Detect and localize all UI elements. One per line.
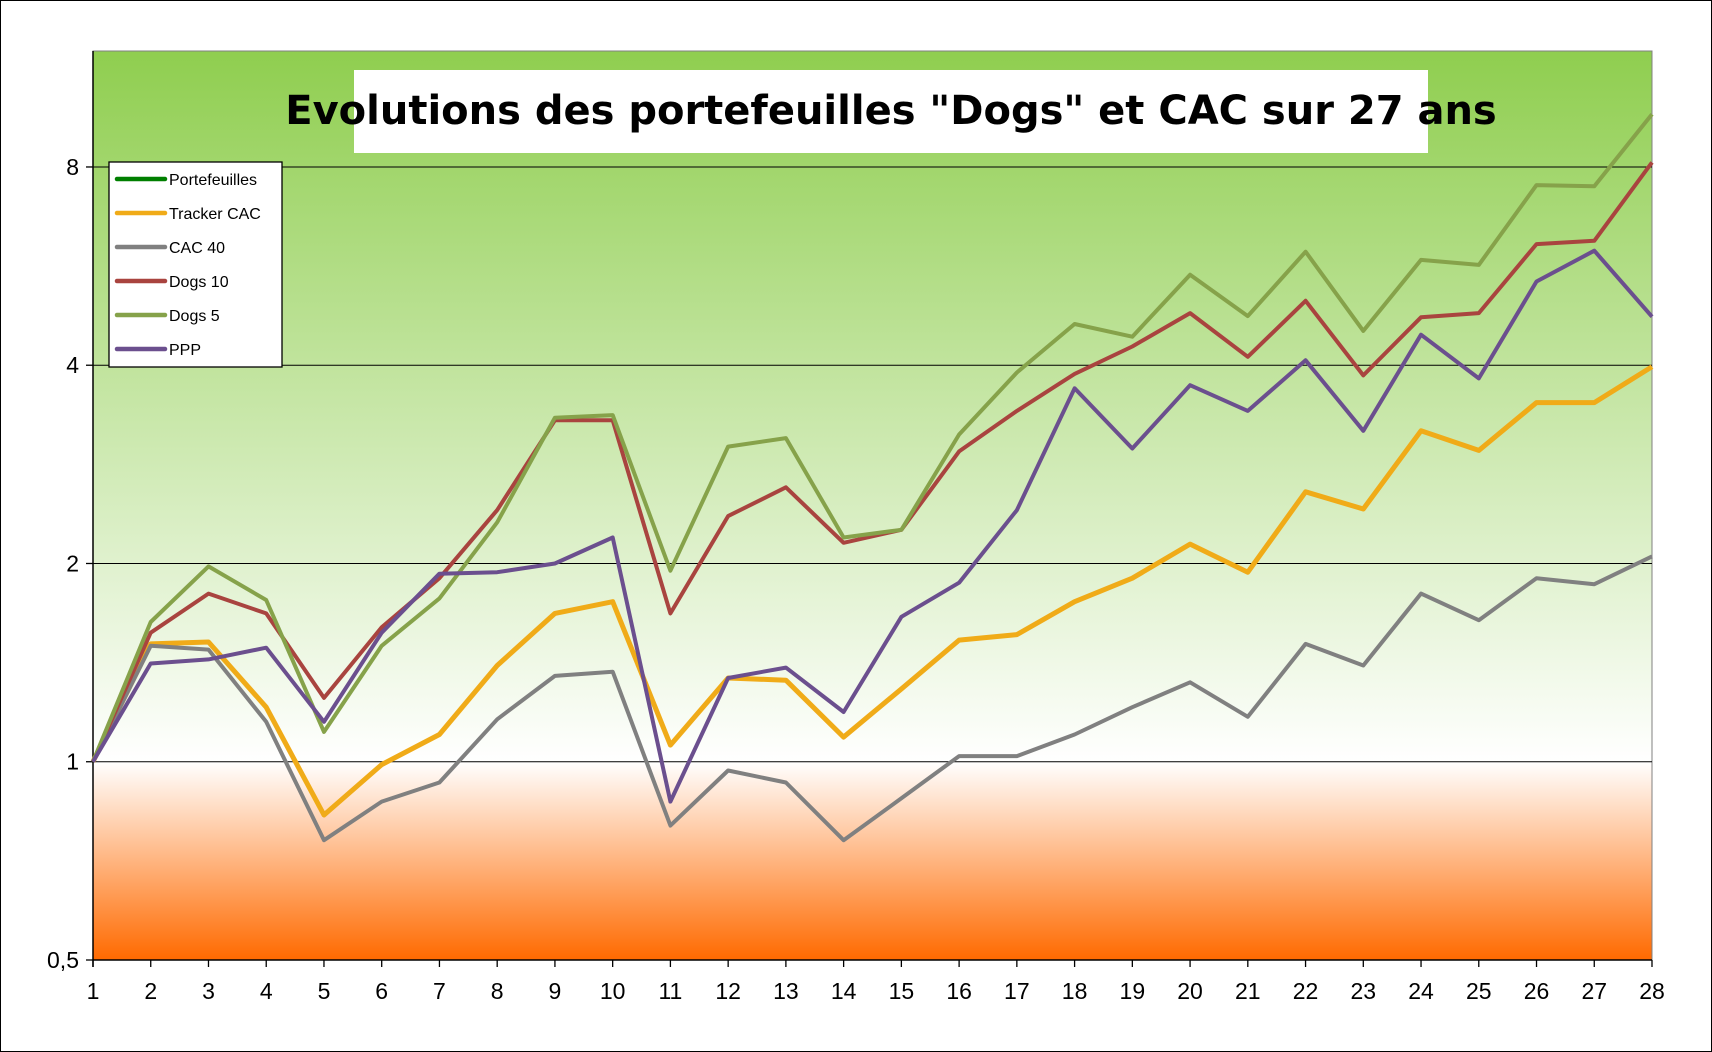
x-tick-label: 7 (433, 978, 446, 1004)
legend-label: Tracker CAC (169, 206, 261, 223)
legend-item: Dogs 5 (114, 308, 220, 325)
legend-item: Tracker CAC (114, 206, 261, 223)
x-tick-label: 27 (1581, 978, 1607, 1004)
legend-label: Portefeuilles (169, 172, 257, 189)
chart-title: Evolutions des portefeuilles "Dogs" et C… (285, 88, 1496, 134)
legend: Portefeuilles Tracker CAC CAC 40 Dogs 10 Dog… (108, 161, 283, 368)
series-ppp (91, 248, 1654, 804)
series-lines (90, 112, 1654, 843)
x-tick-label: 22 (1293, 978, 1319, 1004)
x-tick-label: 11 (658, 978, 682, 1004)
legend-label: PPP (169, 342, 201, 359)
legend-item: Portefeuilles (114, 172, 257, 189)
x-tick-label: 3 (202, 978, 215, 1004)
series-line (91, 248, 1654, 804)
x-tick-label: 6 (375, 978, 388, 1004)
series-line (91, 161, 1654, 763)
y-tick-label: 2 (66, 550, 79, 576)
plot-area (92, 50, 1653, 961)
x-tick-label: 23 (1350, 978, 1376, 1004)
series-line (90, 364, 1654, 818)
series-line (91, 554, 1653, 843)
series-dogs-5 (91, 112, 1654, 763)
x-tick-label: 18 (1062, 978, 1088, 1004)
legend-label: Dogs 10 (169, 274, 229, 291)
x-tick-label: 21 (1235, 978, 1261, 1004)
x-tick-label: 13 (773, 978, 799, 1004)
x-tick-label: 26 (1524, 978, 1550, 1004)
x-tick-label: 2 (144, 978, 157, 1004)
legend-item: CAC 40 (114, 240, 225, 257)
series-dogs-10 (91, 161, 1654, 763)
x-tick-label: 5 (318, 978, 331, 1004)
x-tick-label: 4 (260, 978, 273, 1004)
x-tick-label: 16 (946, 978, 972, 1004)
legend-label: Dogs 5 (169, 308, 220, 325)
x-tick-label: 8 (491, 978, 504, 1004)
series-line (91, 112, 1654, 763)
x-tick-label: 25 (1466, 978, 1492, 1004)
x-tick-label: 28 (1639, 978, 1665, 1004)
legend-item: PPP (114, 342, 201, 359)
y-tick-label: 1 (66, 749, 79, 775)
y-tick-label: 4 (66, 352, 79, 378)
chart-title-box: Evolutions des portefeuilles "Dogs" et C… (285, 70, 1497, 153)
legend-item: Dogs 10 (114, 274, 229, 291)
x-tick-label: 19 (1120, 978, 1146, 1004)
x-tick-label: 12 (715, 978, 741, 1004)
x-tick-label: 17 (1004, 978, 1030, 1004)
x-tick-label: 1 (87, 978, 100, 1004)
x-tick-label: 24 (1408, 978, 1434, 1004)
x-tick-label: 9 (549, 978, 562, 1004)
y-tick-label: 8 (66, 154, 79, 180)
y-tick-label: 0,5 (47, 947, 79, 973)
x-tick-label: 15 (889, 978, 915, 1004)
x-tick-label: 10 (600, 978, 626, 1004)
legend-label: CAC 40 (169, 240, 225, 257)
gridlines (93, 166, 1652, 763)
x-tick-label: 20 (1177, 978, 1203, 1004)
x-tick-label: 14 (831, 978, 857, 1004)
